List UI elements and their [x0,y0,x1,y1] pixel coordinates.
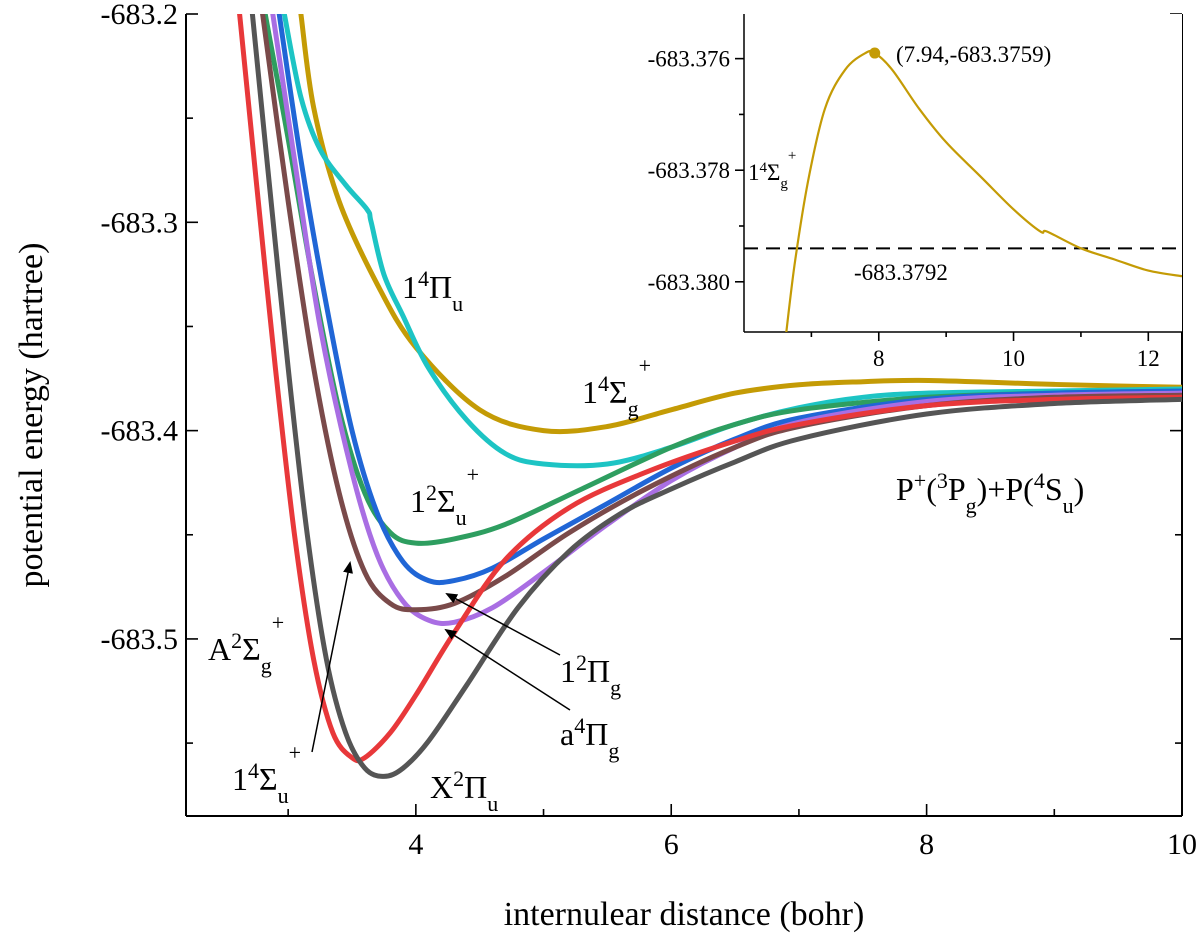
y-tick-label: -683.2 [101,0,179,31]
label-1-4-sigma-u-plus: 14Σu+ [232,740,301,808]
y-axis-title: potential energy (hartree) [13,243,50,588]
inset-y-tick-label: -683.376 [648,47,730,72]
curve-a-4-g [270,14,1182,626]
inset-ticks: 8 10 12 -683.376 -683.378 -683.380 [648,47,1160,371]
inset-max-label: (7.94,-683.3759) [896,42,1051,67]
y-tick-label: -683.4 [101,415,179,448]
x-tick-label-6: 6 [664,828,679,861]
label-1-2-sigma-u-plus: 12Σu+ [410,462,479,530]
arrow-1-2-pi-g [445,593,561,656]
main-ticks: 4 6 8 10 -683.2 -683.3 -683.4 -683.5 [101,0,1198,861]
inset-plot: 8 10 12 -683.376 -683.378 -683.380 (7.94,-683… [648,14,1182,371]
label-a-4-pi-g: a4Πg [560,713,619,763]
main-curves [237,14,1182,779]
x-tick-label-8: 8 [919,828,934,861]
inset-curve-1-4-g [785,49,1182,332]
label-a-2-sigma-g-plus: A2Σg+ [208,610,284,678]
label-x-2-pi-u: X2Πu [430,766,498,816]
inset-background [744,14,1182,332]
curve-1-4-g [298,14,1182,435]
inset-x-tick-label: 12 [1137,346,1160,371]
x-axis-title: internulear distance (bohr) [504,896,865,933]
y-tick-label: -683.5 [101,623,179,656]
label-1-4-pi-u: 14Πu [402,266,463,316]
label-1-2-pi-g: 12Πg [560,650,621,700]
arrow-1-4-sigma-u [311,561,353,753]
curve-1-4-u [237,14,1182,764]
inset-y-tick-label: -683.380 [648,270,730,295]
inset-x-tick-label: 10 [1002,346,1025,371]
y-tick-label: -683.3 [101,206,179,239]
x-tick-label-4: 4 [408,828,423,861]
arrow-a-4-pi-g [444,628,571,711]
label-1-4-sigma-g-plus: 14Σg+ [582,353,651,421]
x-tick-label-10: 10 [1167,828,1197,861]
inset-reference-label: -683.3792 [854,260,948,285]
curve-x-2-u [249,14,1182,779]
inset-curves [744,49,1182,332]
label-dissociation-limit: P+(3Pg)+P(4Su) [896,468,1084,518]
curve-1-4-u [281,14,1182,469]
inset-x-tick-label: 8 [873,346,885,371]
inset-y-tick-label: -683.378 [648,158,730,183]
